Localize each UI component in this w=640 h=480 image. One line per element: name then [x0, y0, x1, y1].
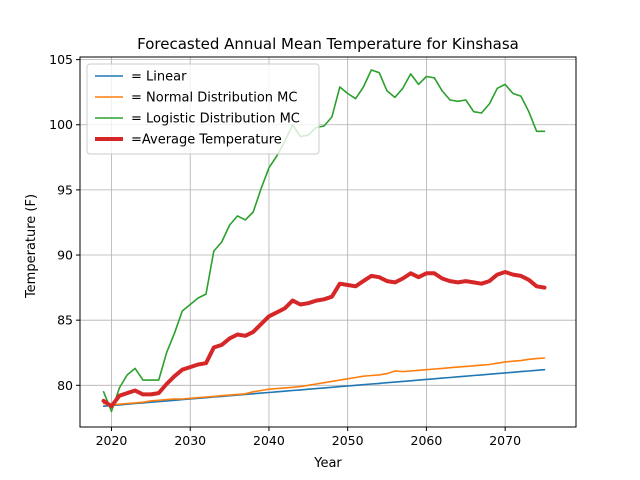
series-layer [101, 69, 547, 413]
series-line-4 [101, 270, 547, 409]
x-tick-label: 2060 [411, 433, 443, 448]
y-tick-label: 85 [57, 313, 73, 328]
legend-label-4: =Average Temperature [131, 133, 282, 148]
y-tick-label: 100 [49, 117, 73, 132]
legend-label-1: = Linear [131, 70, 187, 85]
x-tick-label: 2030 [174, 433, 206, 448]
axis-ticks: 2020 2030 2040 2050 2060 2070 80 85 90 95 100 105 [49, 52, 521, 448]
legend-box [86, 63, 320, 155]
x-tick-label: 2050 [332, 433, 364, 448]
x-tick-label: 2020 [96, 433, 128, 448]
x-tick-label: 2040 [253, 433, 285, 448]
chart-title: Forecasted Annual Mean Temperature for K… [137, 35, 519, 53]
series-line-2 [102, 357, 546, 406]
x-tick-label: 2070 [489, 433, 521, 448]
series-line-1 [102, 368, 546, 408]
legend-label-3: = Logistic Distribution MC [131, 112, 300, 127]
legend-label-2: = Normal Distribution MC [131, 91, 297, 106]
y-axis-label: Temperature (F) [24, 194, 39, 299]
series-line-3 [102, 69, 546, 413]
plot-frame [79, 56, 577, 428]
y-tick-label: 90 [57, 248, 73, 263]
y-tick-label: 95 [57, 182, 73, 197]
y-tick-label: 105 [49, 52, 73, 67]
legend: = Linear = Normal Distribution MC = Logist… [86, 63, 320, 155]
y-tick-label: 80 [57, 378, 73, 393]
x-axis-label: Year [313, 456, 342, 471]
